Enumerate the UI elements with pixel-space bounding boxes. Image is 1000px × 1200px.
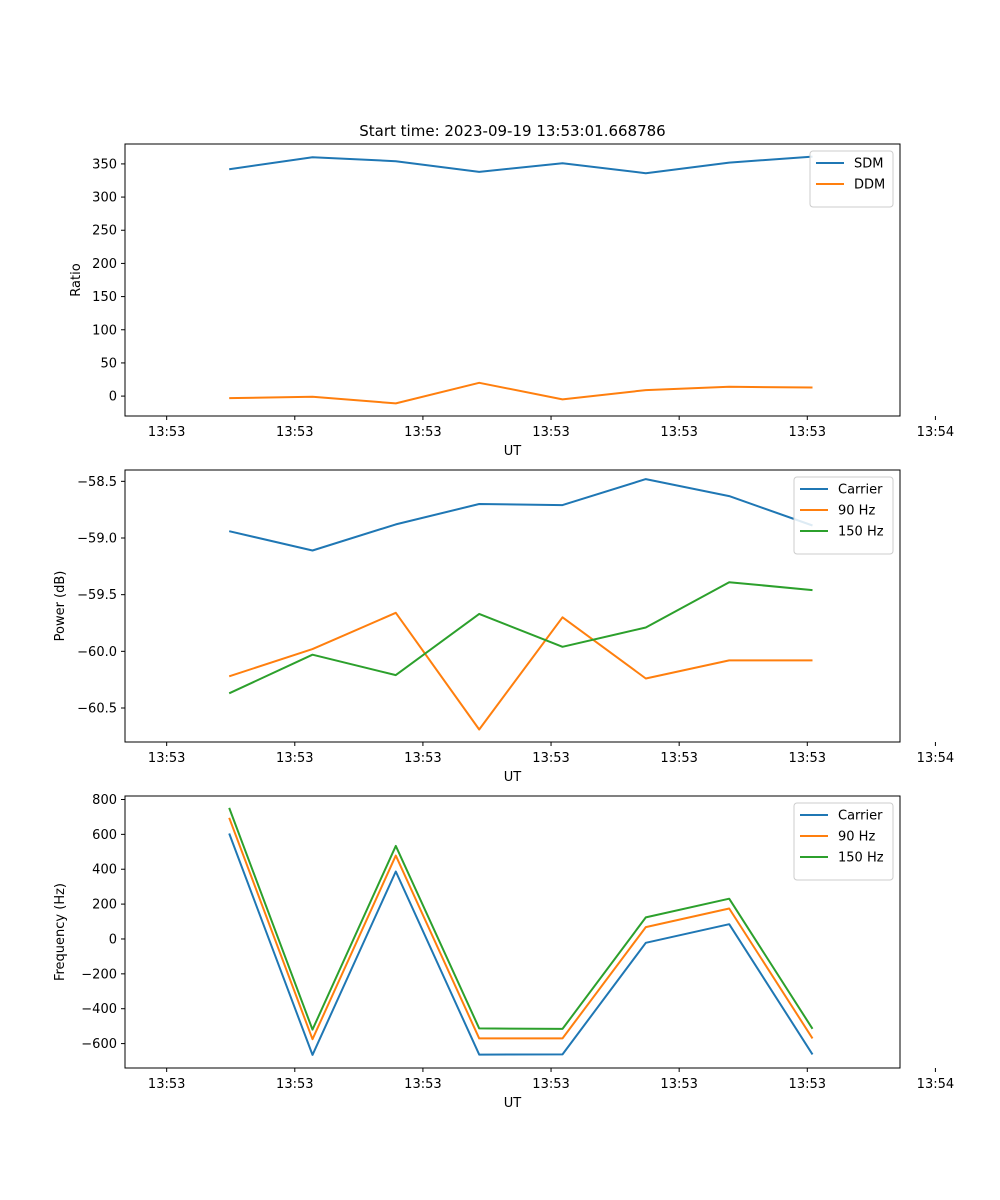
y-tick-label: −58.5 — [77, 475, 117, 490]
y-tick-label: 200 — [92, 898, 117, 913]
x-tick-label: 13:53 — [404, 751, 441, 766]
y-axis-label: Frequency (Hz) — [53, 883, 68, 981]
x-tick-label: 13:53 — [789, 425, 826, 440]
y-tick-label: 200 — [92, 257, 117, 272]
y-axis-label: Power (dB) — [53, 571, 68, 642]
power-series-carrier — [228, 478, 813, 552]
y-tick-label: 50 — [100, 356, 117, 371]
legend: Carrier 90 Hz 150 Hz — [793, 802, 894, 881]
legend-label: 90 Hz — [838, 830, 875, 845]
y-tick-label: 800 — [92, 793, 117, 808]
frequency-series-carrier — [228, 833, 814, 1056]
x-axis-label: UT — [504, 1096, 522, 1111]
power-series-90-hz — [228, 611, 813, 731]
y-tick-label: 0 — [109, 932, 117, 947]
power-series-150-hz — [228, 581, 813, 695]
power-panel: 13:53 13:53 13:53 13:53 13:53 13:53 13:54 −60.5… — [53, 469, 954, 785]
x-tick-label: 13:53 — [404, 425, 441, 440]
legend-label: SDM — [854, 157, 883, 172]
x-tick-label: 13:53 — [404, 1077, 441, 1092]
legend-label: DDM — [854, 178, 885, 193]
frequency-panel: 13:53 13:53 13:53 13:53 13:53 13:53 13:54 −600 −… — [53, 793, 954, 1111]
x-axis-label: UT — [504, 444, 522, 459]
legend-box — [793, 476, 894, 555]
legend-label: Carrier — [838, 809, 883, 824]
legend-label: Carrier — [838, 483, 883, 498]
legend-label: 150 Hz — [838, 525, 884, 540]
legend-label: 90 Hz — [838, 504, 875, 519]
y-tick-label: 400 — [92, 863, 117, 878]
ratio-series-sdm — [229, 155, 813, 175]
ratio-panel: Start time: 2023-09-19 13:53:01.668786 1… — [69, 122, 954, 459]
y-tick-label: −400 — [81, 1002, 117, 1017]
y-tick-label: −60.5 — [77, 702, 117, 717]
x-tick-label: 13:53 — [660, 1077, 697, 1092]
x-axis-label: UT — [504, 770, 522, 785]
x-tick-label: 13:53 — [148, 1077, 185, 1092]
x-tick-label: 13:54 — [917, 1077, 954, 1092]
y-tick-label: 250 — [92, 224, 117, 239]
axes-frame — [124, 795, 901, 1069]
y-tick-label: 350 — [92, 157, 117, 172]
y-axis-label: Ratio — [69, 263, 84, 296]
x-tick-label: 13:53 — [789, 751, 826, 766]
x-tick-label: 13:53 — [276, 1077, 313, 1092]
y-tick-label: 100 — [92, 323, 117, 338]
x-tick-label: 13:53 — [660, 751, 697, 766]
axes-frame — [124, 469, 901, 743]
x-tick-label: 13:53 — [532, 751, 569, 766]
chart-title: Start time: 2023-09-19 13:53:01.668786 — [359, 122, 665, 140]
legend-label: 150 Hz — [838, 851, 884, 866]
legend-box — [793, 802, 894, 881]
y-tick-label: −200 — [81, 967, 117, 982]
axes-frame — [124, 143, 901, 417]
y-tick-label: −60.0 — [77, 645, 117, 660]
legend: Carrier 90 Hz 150 Hz — [793, 476, 894, 555]
x-tick-label: 13:53 — [660, 425, 697, 440]
x-tick-label: 13:53 — [789, 1077, 826, 1092]
legend: SDM DDM — [809, 150, 894, 208]
y-tick-label: −59.0 — [77, 532, 117, 547]
x-tick-label: 13:53 — [276, 425, 313, 440]
ratio-series-ddm — [229, 381, 813, 405]
y-tick-label: 300 — [92, 191, 117, 206]
x-tick-label: 13:53 — [532, 425, 569, 440]
frequency-series-90-hz — [228, 817, 814, 1041]
y-tick-label: 0 — [109, 390, 117, 405]
x-tick-label: 13:53 — [148, 751, 185, 766]
x-tick-label: 13:53 — [148, 425, 185, 440]
y-tick-label: 150 — [92, 290, 117, 305]
x-tick-label: 13:53 — [532, 1077, 569, 1092]
legend-box — [809, 150, 894, 208]
y-tick-label: −59.5 — [77, 588, 117, 603]
x-tick-label: 13:54 — [917, 751, 954, 766]
y-tick-label: −600 — [81, 1037, 117, 1052]
x-tick-label: 13:53 — [276, 751, 313, 766]
frequency-series-150-hz — [228, 807, 814, 1031]
x-tick-label: 13:54 — [917, 425, 954, 440]
y-tick-label: 600 — [92, 828, 117, 843]
